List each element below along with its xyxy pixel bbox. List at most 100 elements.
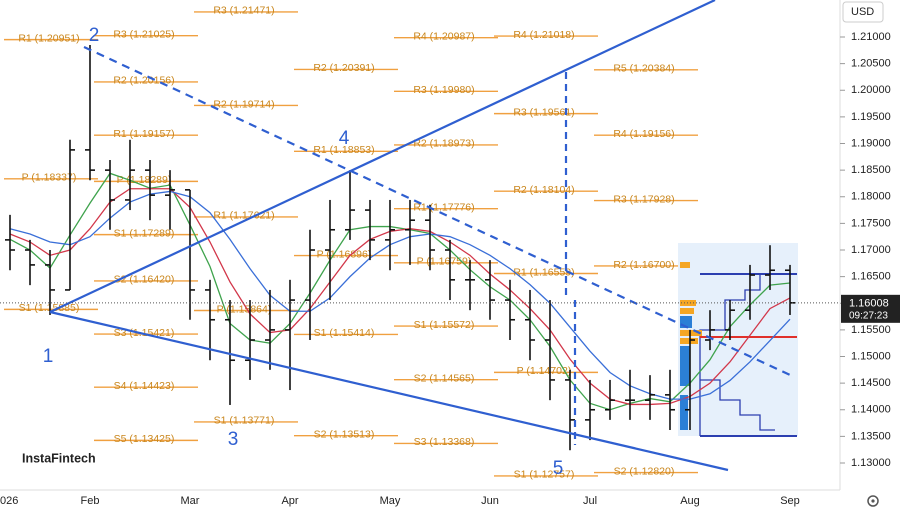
pivot-label: R2 (1.18973) bbox=[413, 138, 474, 150]
pivot-label: R4 (1.20987) bbox=[413, 30, 474, 42]
moving-average bbox=[9, 188, 791, 406]
moving-average bbox=[9, 172, 791, 411]
profile-bar bbox=[680, 308, 694, 314]
pivot-label: R3 (1.21471) bbox=[213, 5, 274, 17]
pivot-label: R3 (1.17928) bbox=[613, 193, 674, 205]
y-tick-label: 1.16500 bbox=[851, 271, 891, 283]
profile-step bbox=[700, 379, 775, 431]
price-axis bbox=[840, 0, 900, 510]
pivot-label: R2 (1.16700) bbox=[613, 259, 674, 271]
pivot-label: S2 (1.13513) bbox=[314, 428, 375, 440]
y-tick-label: 1.17500 bbox=[851, 217, 891, 229]
y-tick-label: 1.20500 bbox=[851, 58, 891, 70]
pivot-label: S1 (1.15414) bbox=[314, 327, 375, 339]
x-tick-label: 026 bbox=[0, 495, 18, 507]
pivot-label: S1 (1.12757) bbox=[514, 469, 575, 481]
wave-label: 1 bbox=[43, 346, 54, 367]
profile-bar bbox=[680, 338, 698, 344]
watermark-box bbox=[14, 444, 96, 474]
pivot-label: R2 (1.18104) bbox=[513, 184, 574, 196]
pivot-label: R4 (1.21018) bbox=[513, 29, 574, 41]
pivot-label: S5 (1.13425) bbox=[114, 433, 175, 445]
pivot-label: R1 (1.18853) bbox=[313, 144, 374, 156]
pivot-label: R3 (1.19980) bbox=[413, 84, 474, 96]
pivot-label: R3 (1.21025) bbox=[113, 28, 174, 40]
y-tick-label: 1.14000 bbox=[851, 404, 891, 416]
y-tick-label: 1.15000 bbox=[851, 350, 891, 362]
y-tick-label: 1.18000 bbox=[851, 191, 891, 203]
currency-box[interactable] bbox=[842, 1, 884, 23]
pivot-label: R2 (1.20156) bbox=[113, 75, 174, 87]
pivot-label: S4 (1.14423) bbox=[114, 380, 175, 392]
pivot-label: R1 (1.20951) bbox=[18, 32, 79, 44]
pivot-label: S2 (1.16420) bbox=[114, 274, 175, 286]
pivot-label: P (1.18289) bbox=[117, 174, 172, 186]
profile-bar bbox=[680, 346, 690, 386]
trendlines bbox=[49, 0, 791, 472]
settings-icon-dot bbox=[871, 499, 875, 503]
profile-bar bbox=[680, 395, 688, 430]
profile-step bbox=[699, 273, 797, 436]
y-tick-label: 1.20000 bbox=[851, 84, 891, 96]
x-axis: 026 Feb Mar Apr May Jun Jul Aug Sep bbox=[0, 495, 800, 507]
pivot-label: S1 (1.15885) bbox=[19, 302, 80, 314]
pivot-levels: R1 (1.20951) P (1.18337) S1 (1.15885) R3 (1… bbox=[4, 5, 698, 481]
pivot-label: R4 (1.19156) bbox=[613, 128, 674, 140]
wave-label: 5 bbox=[553, 458, 564, 479]
x-tick-label: Feb bbox=[81, 495, 100, 507]
y-tick-label: 1.15500 bbox=[851, 324, 891, 336]
pivot-label: R1 (1.19157) bbox=[113, 128, 174, 140]
y-tick-label: 1.13500 bbox=[851, 430, 891, 442]
y-tick-label: 1.14500 bbox=[851, 377, 891, 389]
y-tick-label: 1.18500 bbox=[851, 164, 891, 176]
y-tick-label: 1.21000 bbox=[851, 31, 891, 43]
x-tick-label: Apr bbox=[281, 495, 298, 507]
pivot-label: S1 (1.15572) bbox=[414, 319, 475, 331]
x-tick-label: Jul bbox=[583, 495, 597, 507]
clock-label: 09:27:23 bbox=[849, 310, 888, 321]
pivot-label: R1 (1.16559) bbox=[513, 266, 574, 278]
moving-average bbox=[9, 190, 791, 400]
pivot-label: S2 (1.14565) bbox=[414, 372, 475, 384]
wave-label: 2 bbox=[89, 25, 100, 46]
x-tick-label: May bbox=[380, 495, 401, 507]
pivot-label: R2 (1.20391) bbox=[313, 62, 374, 74]
last-price-box bbox=[841, 294, 900, 323]
y-tick-label: 1.19500 bbox=[851, 111, 891, 123]
wave-label: 3 bbox=[228, 429, 239, 450]
pivot-label: S1 (1.13771) bbox=[214, 415, 275, 427]
trendline bbox=[49, 310, 729, 472]
y-tick-label: 1.19000 bbox=[851, 137, 891, 149]
pivot-label: S3 (1.13368) bbox=[414, 436, 475, 448]
pivot-label: S1 (1.17289) bbox=[114, 227, 175, 239]
profile-bar bbox=[680, 330, 702, 336]
profile-bar bbox=[680, 262, 690, 268]
trendline bbox=[49, 0, 716, 313]
pivot-label: P (1.16896) bbox=[317, 248, 372, 260]
pivot-label: R1 (1.17776) bbox=[413, 201, 474, 213]
moving-averages bbox=[9, 172, 791, 411]
last-price-label: 1.16008 bbox=[849, 298, 889, 310]
trendline bbox=[83, 46, 791, 376]
x-tick-label: Jun bbox=[481, 495, 499, 507]
x-tick-label: Aug bbox=[680, 495, 700, 507]
pivot-label: P (1.14702) bbox=[517, 365, 572, 377]
watermark: InstaFintech bbox=[22, 451, 96, 465]
price-bars bbox=[5, 44, 795, 451]
pivot-label: P (1.18337) bbox=[22, 172, 77, 184]
x-tick-label: Mar bbox=[181, 495, 200, 507]
pivot-label: P (1.16759) bbox=[417, 256, 472, 268]
wave-label: 4 bbox=[339, 128, 350, 149]
y-tick-label: 1.13000 bbox=[851, 457, 891, 469]
y-tick-label: 1.17000 bbox=[851, 244, 891, 256]
pivot-label: R3 (1.19561) bbox=[513, 106, 574, 118]
x-tick-label: Sep bbox=[780, 495, 800, 507]
currency: USD bbox=[851, 6, 874, 18]
pivot-label: R5 (1.20384) bbox=[613, 63, 674, 75]
settings-icon[interactable] bbox=[867, 495, 879, 507]
pivot-label: R2 (1.19714) bbox=[213, 98, 274, 110]
pivot-label: S2 (1.12820) bbox=[614, 465, 675, 477]
